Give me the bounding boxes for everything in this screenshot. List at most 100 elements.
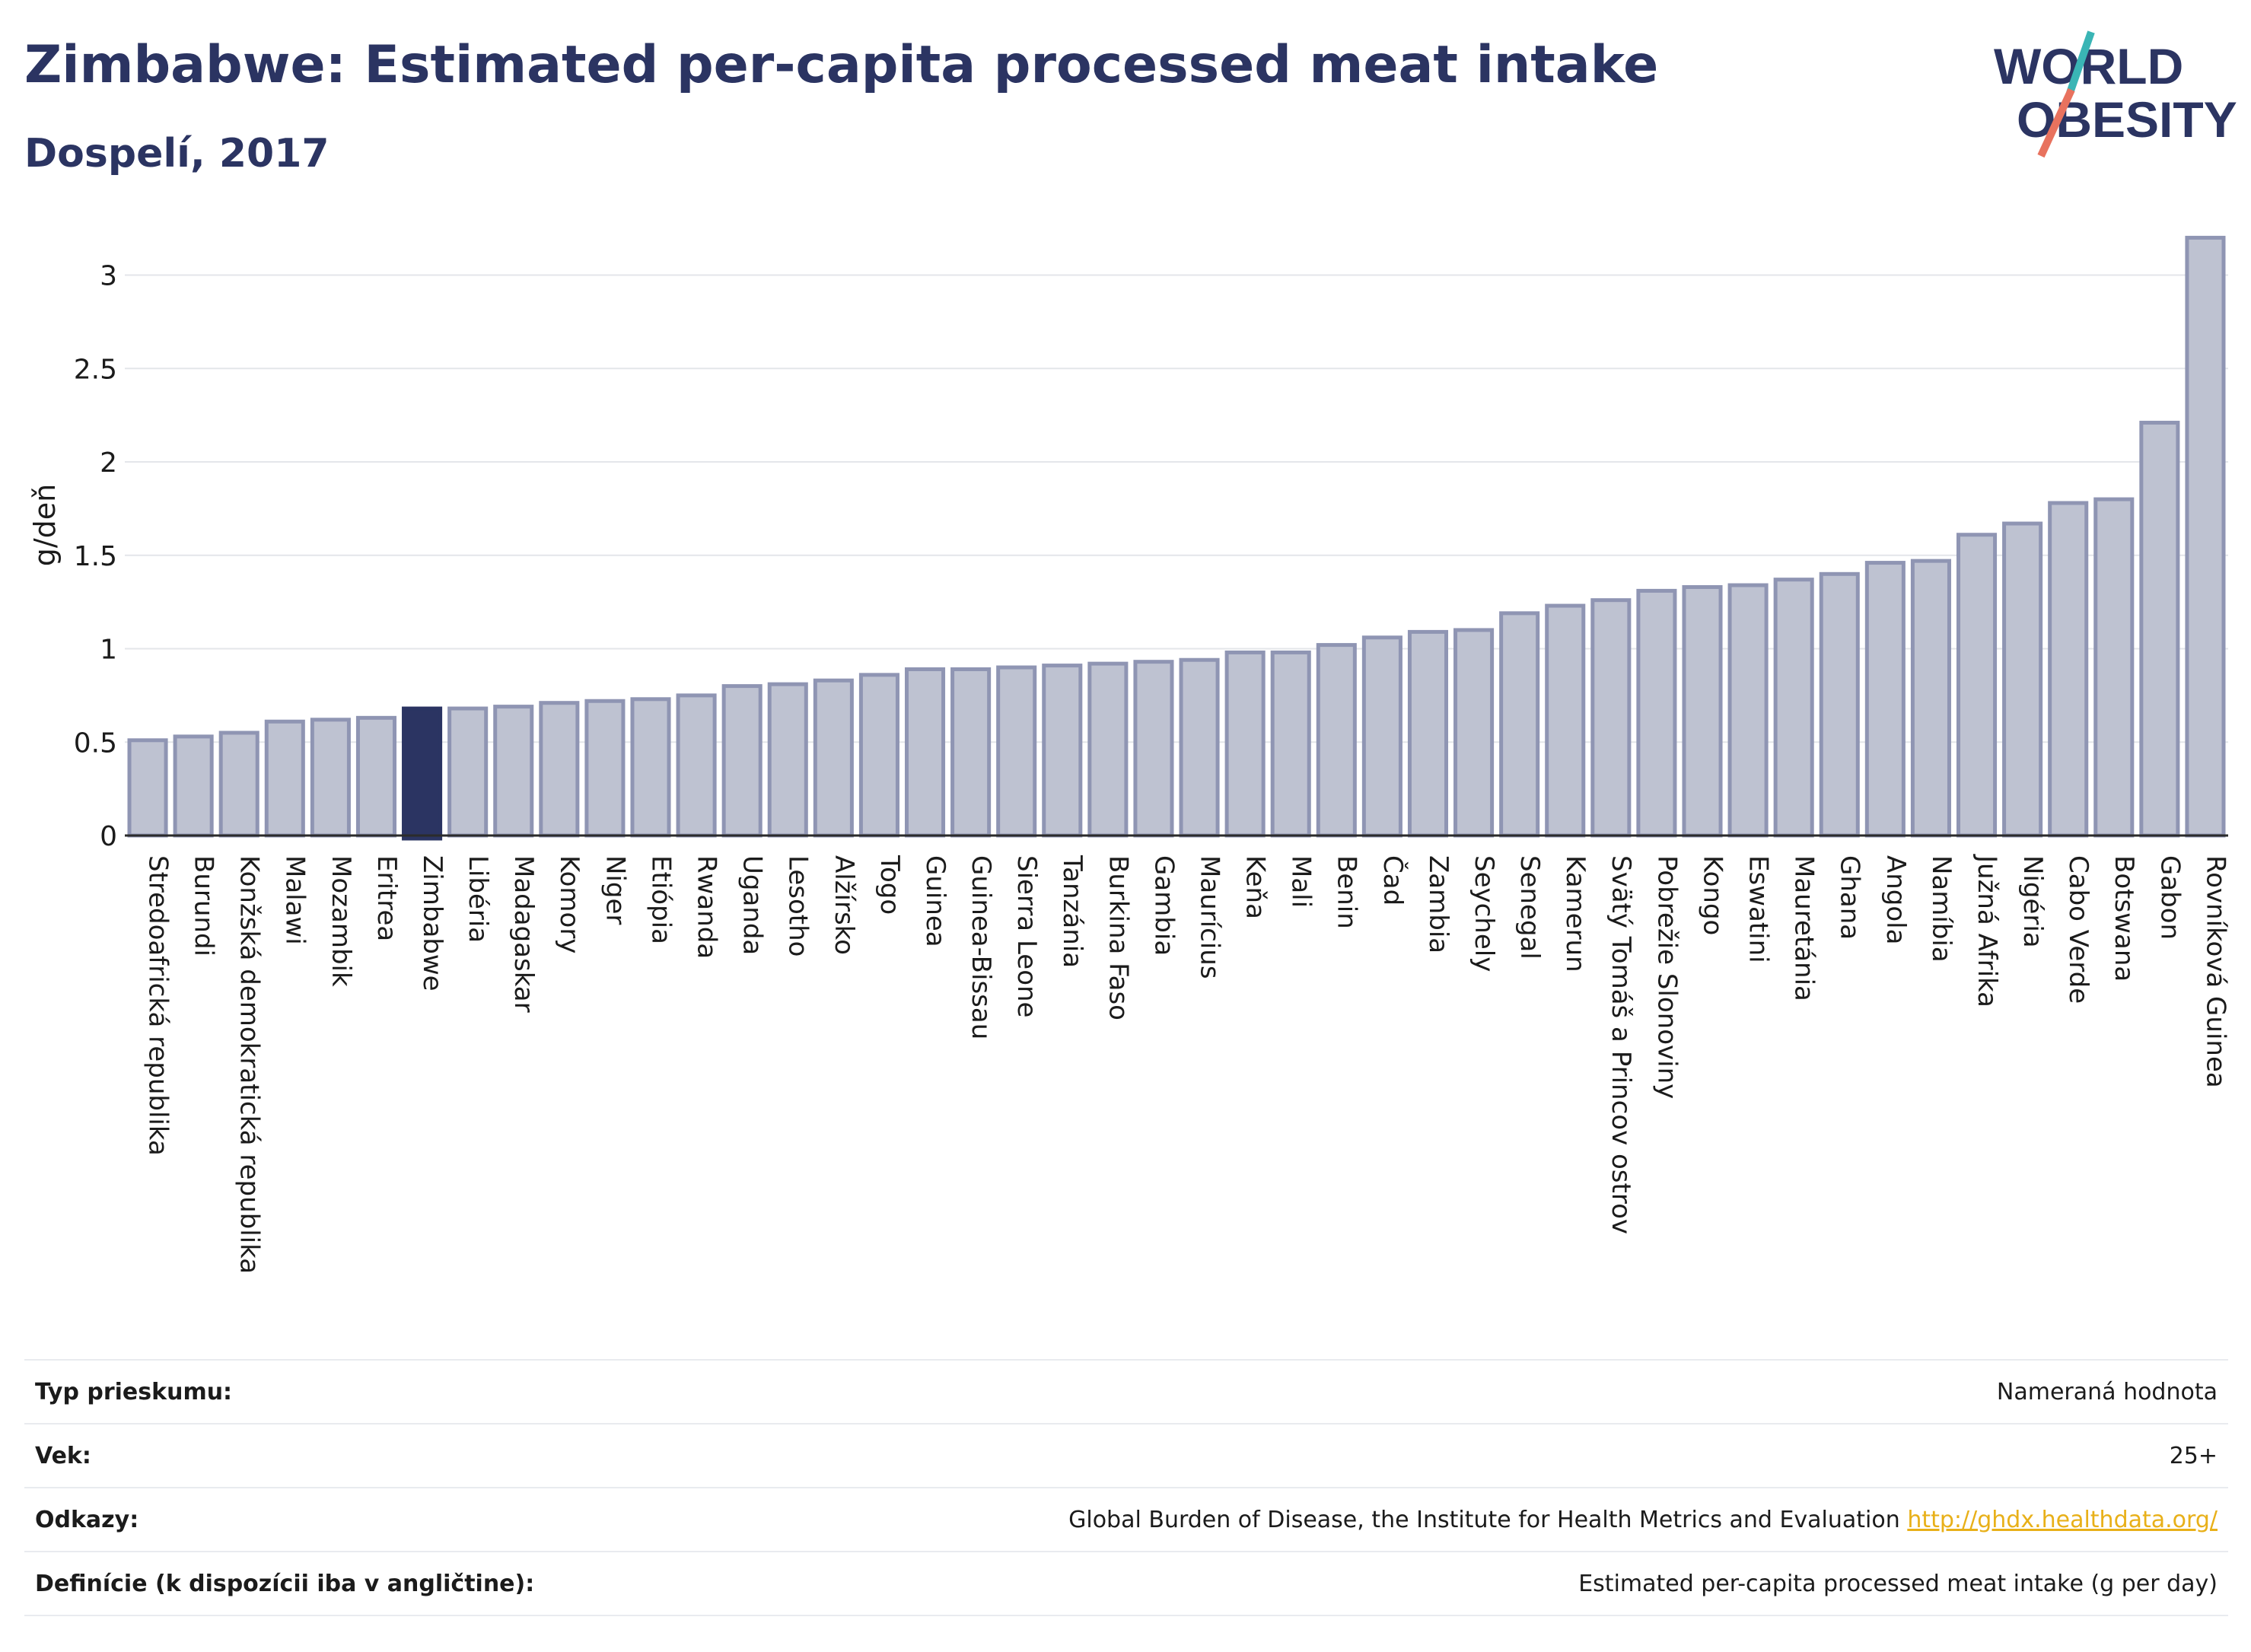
- x-tick-label: Rovníková Guinea: [2200, 855, 2230, 1088]
- bar[interactable]: [355, 715, 397, 838]
- bar[interactable]: [1773, 578, 1814, 838]
- bar[interactable]: [904, 667, 946, 838]
- x-tick-label: Pobrežie Slonoviny: [1651, 855, 1682, 1099]
- info-row: Typ prieskumu: Nameraná hodnota: [24, 1359, 2228, 1423]
- source-link[interactable]: http://ghdx.healthdata.org/: [1907, 1506, 2218, 1533]
- info-row: Definície (k dispozícii iba v angličtine…: [24, 1551, 2228, 1616]
- logo-slash-coral: [2037, 88, 2075, 158]
- bar[interactable]: [858, 673, 899, 838]
- x-tick-label: Ghana: [1835, 855, 1865, 940]
- info-value-text: Estimated per-capita processed meat inta…: [1578, 1570, 2218, 1597]
- x-tick-label: Konžská demokratická republika: [234, 855, 265, 1274]
- x-tick-label: Guinea: [920, 855, 950, 947]
- bar[interactable]: [676, 693, 717, 838]
- x-tick-label: Nigéria: [2017, 855, 2048, 948]
- info-label: Typ prieskumu:: [35, 1378, 233, 1405]
- bar[interactable]: [1590, 598, 1632, 838]
- x-tick-label: Gambia: [1148, 855, 1179, 956]
- x-tick-label: Kongo: [1697, 855, 1727, 935]
- x-tick-label: Seychely: [1469, 855, 1499, 972]
- info-value-text: Global Burden of Disease, the Institute …: [1068, 1506, 1900, 1533]
- bar[interactable]: [2139, 420, 2180, 838]
- bar[interactable]: [173, 734, 214, 838]
- bar[interactable]: [950, 667, 992, 838]
- x-tick-label: Sierra Leone: [1011, 855, 1042, 1017]
- bar[interactable]: [1224, 650, 1266, 838]
- bar[interactable]: [493, 705, 534, 838]
- bar[interactable]: [1270, 650, 1311, 838]
- bar[interactable]: [813, 678, 854, 838]
- x-tick-label: Lesotho: [783, 855, 813, 957]
- bars: [127, 235, 2226, 841]
- y-tick-label: 3: [100, 261, 117, 292]
- bar[interactable]: [1682, 584, 1723, 838]
- info-row: Vek: 25+: [24, 1423, 2228, 1487]
- bar[interactable]: [1956, 533, 1998, 838]
- chart-subtitle: Dospelí, 2017: [24, 131, 330, 177]
- x-tick-label: Rwanda: [691, 855, 721, 959]
- bar[interactable]: [218, 731, 259, 838]
- x-tick-label: Libéria: [463, 855, 493, 943]
- bar[interactable]: [1407, 629, 1449, 838]
- bar[interactable]: [1042, 664, 1083, 838]
- bar[interactable]: [1819, 571, 1860, 838]
- bar[interactable]: [447, 706, 489, 838]
- bar[interactable]: [1361, 635, 1402, 838]
- bar[interactable]: [721, 684, 763, 838]
- bar[interactable]: [630, 697, 671, 838]
- info-label: Vek:: [35, 1442, 91, 1469]
- x-tick-label: Togo: [874, 855, 905, 915]
- x-tick-label: Južná Afrika: [1972, 854, 2002, 1007]
- x-tick-label: Guinea-Bissau: [966, 855, 996, 1039]
- info-value: Nameraná hodnota: [1997, 1379, 2218, 1405]
- x-tick-label: Zimbabwe: [417, 855, 447, 992]
- bar[interactable]: [1499, 611, 1540, 838]
- y-tick-label: 1.5: [74, 541, 117, 572]
- bar[interactable]: [1453, 628, 1495, 838]
- x-tick-label: Keňa: [1240, 855, 1271, 919]
- info-row: Odkazy: Global Burden of Disease, the Ins…: [24, 1487, 2228, 1551]
- info-label: Odkazy:: [35, 1506, 139, 1533]
- bar[interactable]: [1545, 603, 1586, 838]
- bar[interactable]: [1133, 660, 1174, 838]
- bar[interactable]: [1910, 559, 1951, 838]
- x-tick-labels: Stredoafrická republika Burundi Konžská de…: [142, 854, 2230, 1274]
- x-tick-label: Uganda: [737, 855, 768, 955]
- x-tick-label: Eritrea: [371, 855, 402, 941]
- info-label: Definície (k dispozícii iba v angličtine…: [35, 1570, 535, 1597]
- x-tick-label: Benin: [1332, 855, 1362, 929]
- bar[interactable]: [1316, 643, 1357, 838]
- x-tick-label: Burkina Faso: [1103, 855, 1133, 1020]
- bar[interactable]: [264, 719, 305, 838]
- info-value: 25+: [2170, 1443, 2218, 1469]
- x-tick-label: Stredoafrická republika: [142, 855, 173, 1156]
- bar[interactable]: [1179, 657, 1220, 838]
- bar[interactable]: [584, 699, 626, 838]
- bar[interactable]: [1636, 588, 1677, 838]
- bar[interactable]: [2002, 521, 2043, 838]
- x-tick-label: Kamerun: [1560, 855, 1590, 972]
- x-tick-label: Mozambik: [326, 855, 356, 987]
- bar[interactable]: [2093, 497, 2135, 838]
- bar[interactable]: [767, 682, 808, 838]
- y-tick-label: 0.5: [74, 727, 117, 759]
- info-value-text: 25+: [2169, 1442, 2218, 1469]
- y-axis-label: g/deň: [28, 484, 62, 567]
- bar[interactable]: [1727, 583, 1769, 838]
- bar[interactable]: [127, 738, 168, 838]
- bar[interactable]: [310, 718, 351, 838]
- x-tick-label: Burundi: [189, 855, 219, 957]
- x-tick-label: Gabon: [2154, 855, 2185, 940]
- bar[interactable]: [2048, 501, 2089, 838]
- bar[interactable]: [1087, 661, 1129, 838]
- logo-slash-teal: [2066, 30, 2095, 94]
- x-tick-label: Komory: [554, 855, 584, 953]
- info-table: Typ prieskumu: Nameraná hodnota Vek: 25+ Odk…: [24, 1359, 2228, 1616]
- bar[interactable]: [1864, 561, 1906, 838]
- y-tick-labels: 0 0.5 1 1.5 2 2.5 3: [74, 261, 117, 853]
- bar[interactable]: [996, 665, 1037, 838]
- bar-highlighted[interactable]: [402, 706, 443, 841]
- info-value: Global Burden of Disease, the Institute …: [1068, 1507, 2218, 1533]
- bar[interactable]: [2185, 235, 2226, 838]
- bar[interactable]: [539, 701, 580, 838]
